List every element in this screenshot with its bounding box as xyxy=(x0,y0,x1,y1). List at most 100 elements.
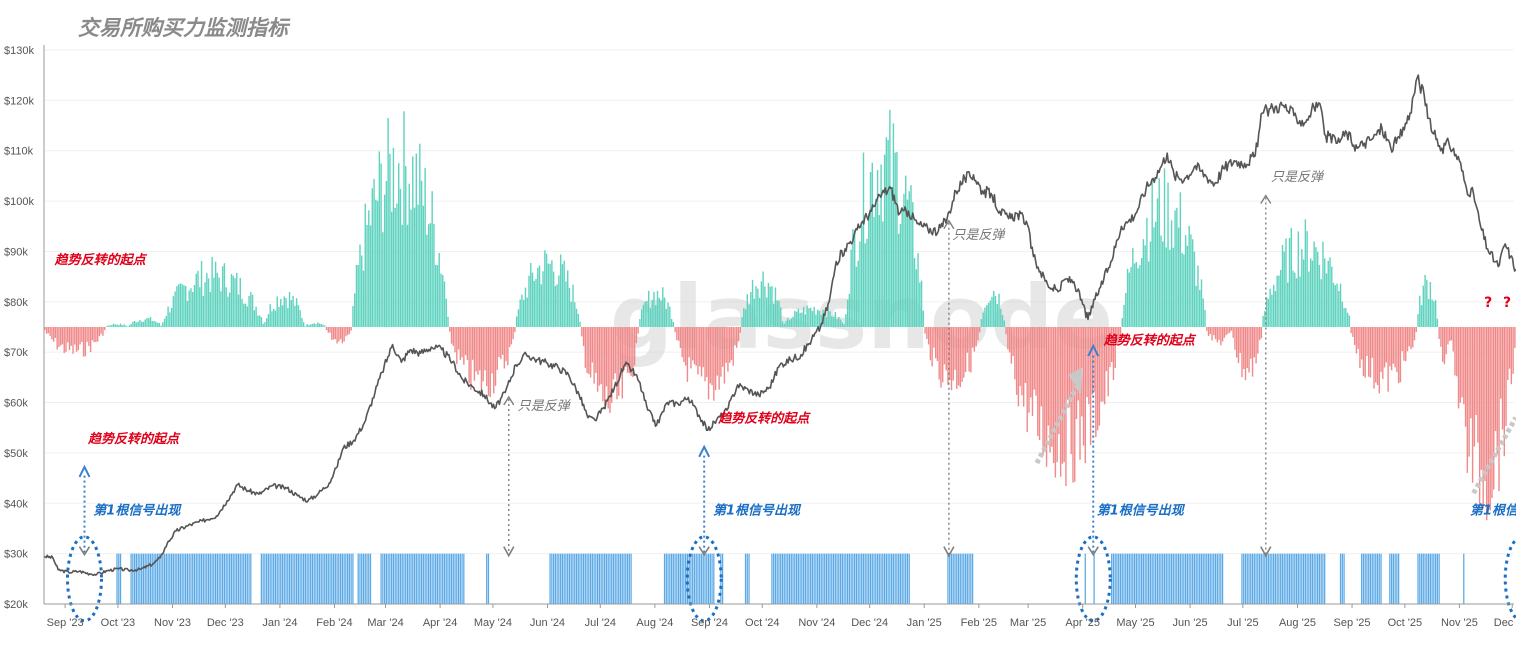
indicator-bar-positive xyxy=(260,317,263,327)
indicator-bar-negative xyxy=(1119,327,1122,339)
indicator-bar-positive xyxy=(838,317,840,327)
indicator-bar-positive xyxy=(376,200,379,327)
signal-bar xyxy=(883,553,886,604)
signal-bar xyxy=(435,553,437,604)
indicator-bar-positive xyxy=(241,298,243,327)
indicator-bar-positive xyxy=(1265,297,1268,327)
signal-segment xyxy=(744,553,750,604)
signal-segment xyxy=(771,553,910,604)
indicator-bar-negative xyxy=(1220,327,1222,346)
signal-bar xyxy=(1162,553,1164,604)
indicator-bar-positive xyxy=(188,290,190,327)
signal-bar xyxy=(318,553,321,604)
signal-segment xyxy=(1463,553,1465,604)
indicator-bar-negative xyxy=(75,327,78,352)
indicator-bar-negative xyxy=(1501,327,1504,430)
signal-bar xyxy=(1188,553,1190,604)
indicator-bar-negative xyxy=(1250,327,1252,359)
indicator-bar-negative xyxy=(1235,327,1238,358)
indicator-bar-positive xyxy=(197,270,199,327)
indicator-bar-positive xyxy=(764,286,766,327)
indicator-bar-positive xyxy=(431,191,433,327)
indicator-bar-positive xyxy=(1332,282,1335,327)
indicator-bar-positive xyxy=(244,303,247,327)
signal-bar xyxy=(1186,553,1189,604)
indicator-bar-negative xyxy=(616,327,618,400)
signal-bar xyxy=(1371,553,1373,604)
indicator-bar-positive xyxy=(250,292,252,327)
signal-bar xyxy=(162,553,164,604)
indicator-bar-negative xyxy=(938,327,940,380)
signal-bar xyxy=(449,553,451,604)
signal-segment xyxy=(1361,553,1382,604)
indicator-bar-negative xyxy=(1397,327,1400,384)
indicator-bar-positive xyxy=(313,323,315,327)
signal-bar xyxy=(1197,553,1199,604)
first-signal-label: 第1根信号出现 xyxy=(1470,502,1516,518)
rebound-label: 只是反弹 xyxy=(952,228,1006,243)
trend-arrow xyxy=(1034,381,1082,465)
indicator-bar-positive xyxy=(1123,304,1125,327)
indicator-bar-positive xyxy=(271,311,273,327)
indicator-bar-positive xyxy=(1197,265,1199,327)
indicator-bar-positive xyxy=(651,300,653,327)
signal-bar xyxy=(324,553,326,604)
signal-bar xyxy=(792,553,794,604)
indicator-bar-positive xyxy=(255,306,257,327)
signal-bar xyxy=(399,553,402,604)
indicator-segment xyxy=(515,250,581,327)
signal-bar xyxy=(190,553,192,604)
signal-bar xyxy=(843,553,845,604)
indicator-bar-positive xyxy=(123,324,125,327)
indicator-bar-positive xyxy=(1195,285,1197,327)
signal-bar xyxy=(774,553,777,604)
signal-bar xyxy=(429,553,432,604)
indicator-bar-negative xyxy=(1464,327,1467,427)
indicator-bar-negative xyxy=(732,327,734,366)
indicator-bar-positive xyxy=(537,267,539,327)
signal-bar xyxy=(681,553,683,604)
signal-bar xyxy=(880,553,882,604)
indicator-bar-positive xyxy=(802,306,805,327)
indicator-bar-positive xyxy=(193,284,196,327)
indicator-bar-negative xyxy=(473,327,476,381)
x-tick-label: Sep '24 xyxy=(691,617,728,629)
signal-bar xyxy=(1167,553,1169,604)
y-tick-label: $60k xyxy=(4,398,28,410)
indicator-bar-positive xyxy=(155,321,157,327)
indicator-segment xyxy=(639,287,675,327)
signal-bar xyxy=(280,553,282,604)
indicator-bar-negative xyxy=(459,327,462,360)
indicator-bar-positive xyxy=(760,281,763,327)
indicator-bar-negative xyxy=(1514,327,1516,349)
indicator-bar-positive xyxy=(1264,310,1266,327)
indicator-bar-negative xyxy=(45,327,48,334)
indicator-bar-positive xyxy=(801,312,803,327)
signal-bar xyxy=(160,553,162,604)
indicator-bar-negative xyxy=(1456,327,1458,377)
indicator-bar-positive xyxy=(1155,221,1157,327)
signal-bar xyxy=(1126,553,1129,604)
indicator-bar-positive xyxy=(753,298,756,327)
indicator-bar-positive xyxy=(1177,227,1180,327)
signal-bar xyxy=(596,553,599,604)
indicator-bar-negative xyxy=(44,327,46,331)
signal-bar xyxy=(216,553,218,604)
signal-bar xyxy=(149,553,152,604)
indicator-bar-positive xyxy=(111,325,113,327)
signal-bar xyxy=(276,553,278,604)
signal-bar xyxy=(820,553,822,604)
indicator-bar-negative xyxy=(633,327,636,366)
indicator-bar-positive xyxy=(873,216,875,327)
indicator-bar-positive xyxy=(218,277,220,327)
signal-bar xyxy=(887,553,889,604)
indicator-bar-positive xyxy=(375,199,377,327)
indicator-bar-positive xyxy=(778,300,780,327)
indicator-bar-positive xyxy=(649,308,652,327)
indicator-bar-negative xyxy=(595,327,597,373)
indicator-bar-negative xyxy=(1454,327,1456,376)
indicator-bar-negative xyxy=(450,327,453,344)
signal-bar xyxy=(864,553,866,604)
signal-bar xyxy=(1258,553,1261,604)
indicator-bar-negative xyxy=(1383,327,1386,368)
